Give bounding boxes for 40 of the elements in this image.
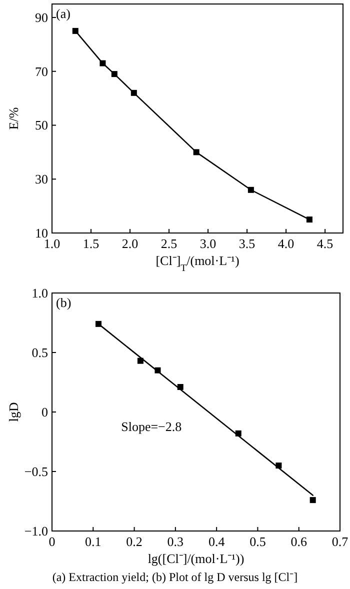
y-tick-label: 30 <box>35 172 48 187</box>
y-tick-label: −1.0 <box>24 524 48 538</box>
y-axis-title: lgD <box>6 402 21 422</box>
y-tick-label: 1.0 <box>32 286 48 300</box>
x-tick-label: 0.4 <box>208 534 226 549</box>
annotation: (a) <box>56 6 70 21</box>
x-tick-label: 2.5 <box>160 236 178 251</box>
x-tick-label: 2.0 <box>122 236 138 251</box>
point <box>193 149 200 156</box>
y-tick-label: 70 <box>35 64 48 79</box>
y-axis-title: E/% <box>6 107 21 130</box>
y-tick-label: 50 <box>35 118 48 133</box>
point <box>100 60 106 66</box>
annotation: Slope=−2.8 <box>121 419 182 434</box>
x-tick-label: 0.3 <box>167 534 184 549</box>
x-tick-label: 4.0 <box>278 236 294 251</box>
x-axis-title: [Cl⁻]$_{T}$/(mol·L⁻¹) <box>156 253 240 274</box>
x-axis-title: lg([Cl⁻]/(mol·L⁻¹)) <box>148 551 244 566</box>
x-tick-label: 0.2 <box>126 534 142 549</box>
point <box>130 90 137 96</box>
x-tick-label: 3.0 <box>200 236 216 251</box>
x-tick-label: 0.7 <box>332 534 349 549</box>
point <box>306 216 312 223</box>
text: (a) Extraction yield; (b) Plot of lg D versus lg [Cl⁻] <box>52 570 298 584</box>
y-tick-label: 0.5 <box>32 345 48 360</box>
point <box>111 71 118 78</box>
x-tick-label: 0.5 <box>250 534 266 549</box>
x-tick-label: 3.5 <box>238 236 256 251</box>
y-tick-label: 0 <box>42 404 48 420</box>
point <box>248 186 254 193</box>
point <box>72 28 78 34</box>
y-tick-label: 10 <box>35 226 48 240</box>
y-tick-label: 90 <box>35 10 48 25</box>
point <box>310 497 316 504</box>
x-tick-label: 0.1 <box>85 534 102 549</box>
y-tick-label: −0.5 <box>24 464 48 479</box>
x-tick-label: 0.6 <box>290 534 308 549</box>
x-tick-label: 1.5 <box>82 236 100 251</box>
annotation: (b) <box>56 295 72 310</box>
x-tick-label: 4.5 <box>316 236 334 251</box>
